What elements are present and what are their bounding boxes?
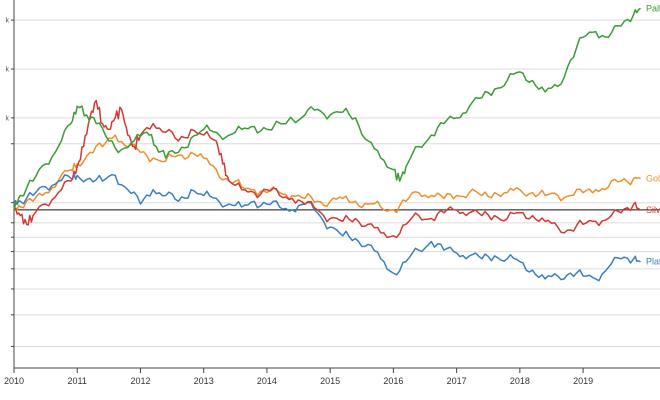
- series-label-gol: Gol: [646, 173, 660, 183]
- y-tick-label: k: [6, 67, 10, 74]
- y-tick-label: k: [6, 115, 10, 122]
- series-labels: Gol Plat Silv Pall: [646, 4, 660, 267]
- y-axis: k k k: [6, 0, 15, 368]
- x-tick-label: 2016: [383, 376, 403, 386]
- x-tick-label: 2012: [130, 376, 150, 386]
- gridlines: [14, 19, 660, 347]
- x-tick-label: 2019: [573, 376, 593, 386]
- x-tick-label: 2011: [68, 376, 87, 386]
- x-tick-label: 2013: [194, 376, 214, 386]
- series-lines: [13, 7, 641, 282]
- series-line-gol: [13, 134, 641, 214]
- series-line-pall: [13, 7, 641, 211]
- x-tick-label: 2017: [447, 376, 467, 386]
- series-label-plat: Plat: [646, 257, 660, 267]
- series-label-silv: Silv: [646, 205, 660, 215]
- y-tick-label: k: [6, 18, 10, 25]
- series-label-pall: Pall: [646, 4, 660, 14]
- series-line-plat: [13, 173, 641, 282]
- x-axis: 2010 2011 2012 2013 2014 2015 2016 2017 2018 2019: [4, 367, 660, 386]
- x-tick-label: 2018: [510, 376, 530, 386]
- series-line-silv: [13, 99, 641, 239]
- x-tick-label: 2014: [257, 376, 277, 386]
- x-tick-label: 2015: [320, 376, 340, 386]
- x-tick-label: 2010: [4, 376, 24, 386]
